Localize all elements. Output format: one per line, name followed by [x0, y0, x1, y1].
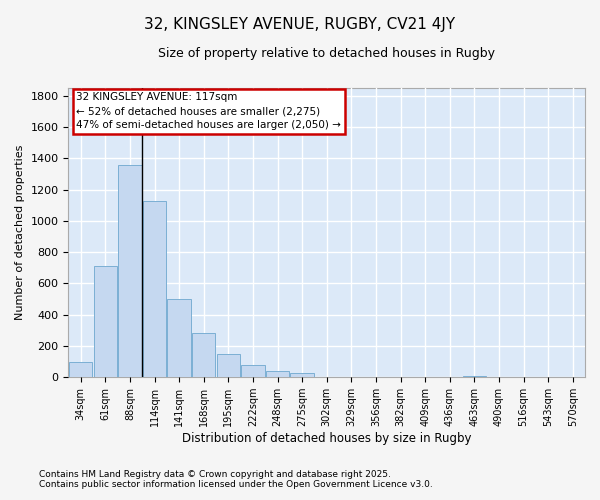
Bar — [217, 354, 240, 377]
Bar — [143, 200, 166, 377]
X-axis label: Distribution of detached houses by size in Rugby: Distribution of detached houses by size … — [182, 432, 472, 445]
Bar — [69, 362, 92, 377]
Bar — [266, 371, 289, 377]
Text: 32 KINGSLEY AVENUE: 117sqm
← 52% of detached houses are smaller (2,275)
47% of s: 32 KINGSLEY AVENUE: 117sqm ← 52% of deta… — [76, 92, 341, 130]
Bar — [167, 299, 191, 377]
Text: Contains HM Land Registry data © Crown copyright and database right 2025.: Contains HM Land Registry data © Crown c… — [39, 470, 391, 479]
Bar — [241, 366, 265, 377]
Bar — [118, 164, 142, 377]
Title: Size of property relative to detached houses in Rugby: Size of property relative to detached ho… — [158, 48, 495, 60]
Bar — [192, 334, 215, 377]
Bar — [94, 266, 117, 377]
Bar — [463, 376, 486, 377]
Text: 32, KINGSLEY AVENUE, RUGBY, CV21 4JY: 32, KINGSLEY AVENUE, RUGBY, CV21 4JY — [145, 18, 455, 32]
Text: Contains public sector information licensed under the Open Government Licence v3: Contains public sector information licen… — [39, 480, 433, 489]
Y-axis label: Number of detached properties: Number of detached properties — [15, 145, 25, 320]
Bar — [290, 372, 314, 377]
